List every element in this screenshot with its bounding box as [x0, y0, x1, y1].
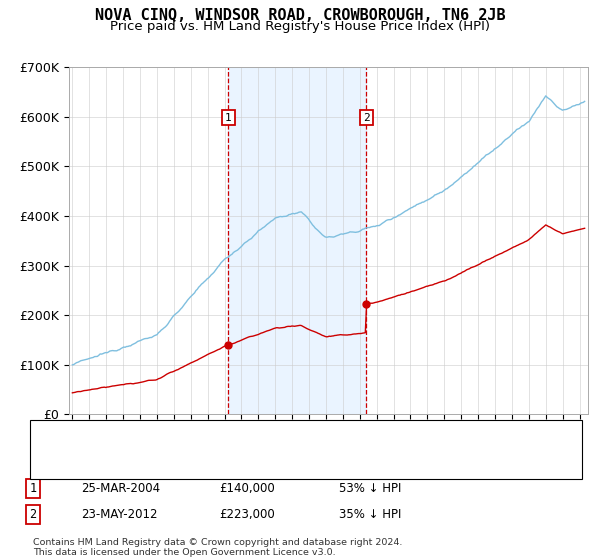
Bar: [229, 67, 367, 414]
Text: NOVA CINQ, WINDSOR ROAD, CROWBOROUGH, TN6 2JB: NOVA CINQ, WINDSOR ROAD, CROWBOROUGH, TN…: [95, 8, 505, 24]
Text: 53% ↓ HPI: 53% ↓ HPI: [339, 482, 401, 495]
Text: 2: 2: [363, 113, 370, 123]
Text: 1: 1: [225, 113, 232, 123]
Text: £140,000: £140,000: [219, 482, 275, 495]
Text: HPI: Average price, detached house, Wealden: HPI: Average price, detached house, Weal…: [88, 454, 358, 466]
Text: 35% ↓ HPI: 35% ↓ HPI: [339, 507, 401, 521]
Text: NOVA CINQ, WINDSOR ROAD, CROWBOROUGH, TN6 2JB (detached house): NOVA CINQ, WINDSOR ROAD, CROWBOROUGH, TN…: [88, 432, 525, 445]
Text: Price paid vs. HM Land Registry's House Price Index (HPI): Price paid vs. HM Land Registry's House …: [110, 20, 490, 32]
Text: Contains HM Land Registry data © Crown copyright and database right 2024.
This d: Contains HM Land Registry data © Crown c…: [33, 538, 403, 557]
Text: £223,000: £223,000: [219, 507, 275, 521]
Text: 2: 2: [29, 507, 37, 521]
Text: 23-MAY-2012: 23-MAY-2012: [81, 507, 157, 521]
Text: 1: 1: [29, 482, 37, 495]
Text: 25-MAR-2004: 25-MAR-2004: [81, 482, 160, 495]
